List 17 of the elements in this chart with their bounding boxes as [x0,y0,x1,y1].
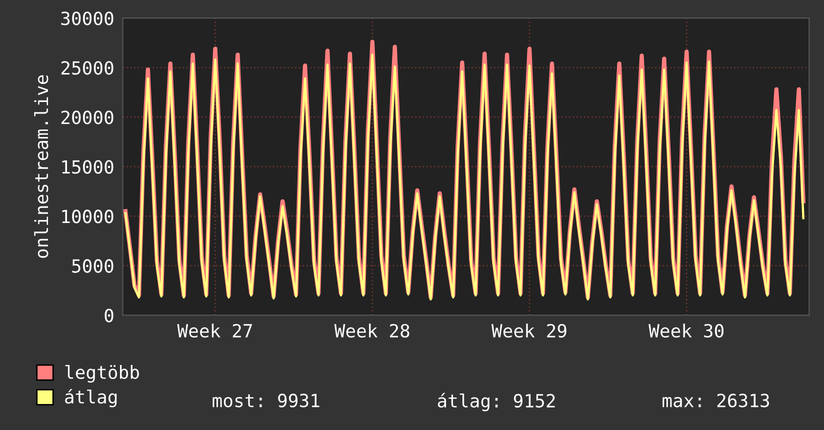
x-tick-label: Week 27 [177,324,252,338]
x-tick-label: Week 29 [491,324,566,338]
text: átlag: 9152 [438,392,555,412]
y-axis-title: onlinestream.live [34,75,48,258]
y-tick-label: 25000 [61,61,114,75]
legend-label: legtöbb [65,364,139,383]
text: most: 9931 [212,394,320,408]
y-tick-label: 20000 [61,110,114,124]
y-tick-label: 15000 [62,160,114,174]
x-tick-label: Week 30 [648,324,724,338]
text: max: 26313 [662,394,770,408]
y-tick-label: 10000 [62,210,114,224]
legend-label: átlag [65,388,117,408]
y-tick-label: 5000 [72,259,114,273]
x-tick-label: Week 28 [334,324,410,338]
y-tick-label: 30000 [61,12,114,26]
y-tick-label: 0 [104,308,114,322]
